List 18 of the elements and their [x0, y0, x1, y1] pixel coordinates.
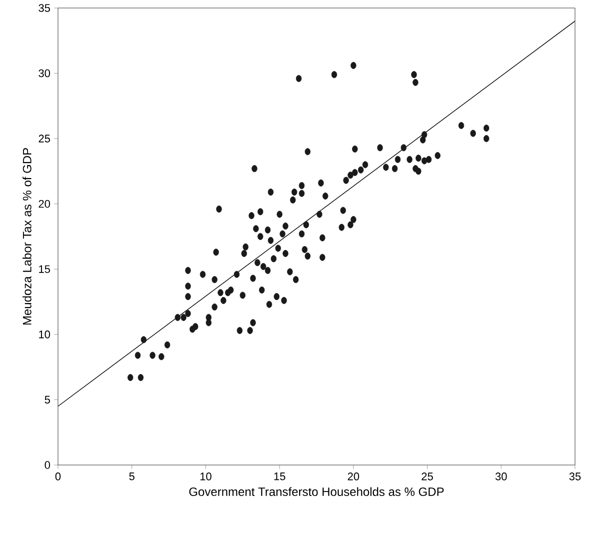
y-tick-label: 20 — [38, 200, 50, 208]
y-tick-label: 35 — [38, 4, 50, 12]
y-tick-label: 15 — [39, 265, 50, 273]
x-tick-label: 10 — [200, 472, 212, 480]
y-tick-label: 30 — [38, 69, 50, 78]
x-axis-title: Government Transfersto Households as % GDP — [189, 487, 444, 496]
x-tick-label: 5 — [129, 472, 134, 480]
y-tick-label: 10 — [39, 330, 50, 338]
y-tick-label: 5 — [44, 396, 50, 404]
x-tick-label: 20 — [348, 472, 360, 480]
x-tick-label: 30 — [495, 472, 507, 480]
y-tick-label: 0 — [44, 461, 50, 469]
x-tick-label: 25 — [422, 472, 433, 480]
x-tick-label: 0 — [55, 472, 61, 480]
x-tick-label: 35 — [569, 472, 581, 480]
y-tick-label: 25 — [38, 134, 50, 142]
y-axis-title: Meudoza Labor Tax as % of GDP — [22, 148, 32, 325]
x-tick-label: 15 — [274, 472, 286, 480]
